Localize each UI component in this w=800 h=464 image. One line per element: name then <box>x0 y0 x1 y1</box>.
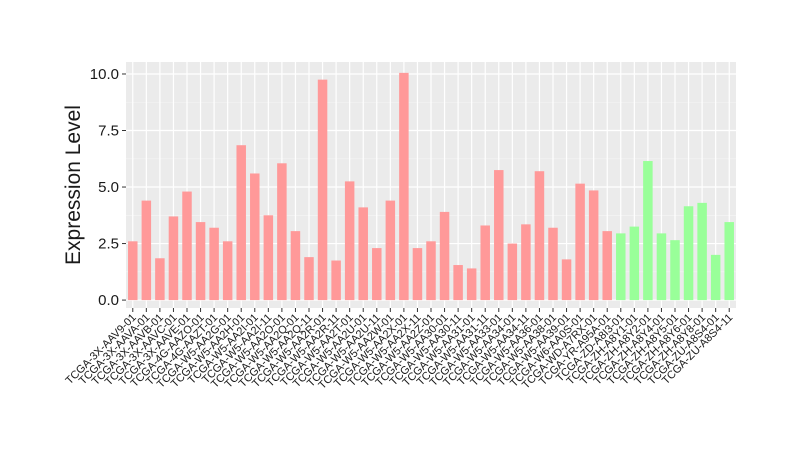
bar <box>304 257 314 301</box>
bar <box>643 161 653 301</box>
bar <box>480 225 490 301</box>
bar <box>358 207 368 301</box>
bar <box>141 200 152 301</box>
bar <box>507 243 518 301</box>
y-tick-label: 7.5 <box>98 123 119 140</box>
bar <box>656 233 667 301</box>
bar <box>534 171 545 301</box>
bar <box>182 191 192 301</box>
bar <box>426 241 436 301</box>
bar <box>724 222 734 301</box>
bar <box>385 200 396 301</box>
y-tick-label: 5.0 <box>98 179 119 196</box>
y-axis-title: Expression Level <box>62 105 85 265</box>
bars <box>128 72 734 301</box>
bar <box>683 206 694 301</box>
bar <box>317 79 328 301</box>
bar <box>168 216 179 301</box>
bar <box>697 202 707 301</box>
bar <box>236 145 246 301</box>
y-tick-label: 0.0 <box>98 292 119 309</box>
bar <box>494 170 504 301</box>
bar <box>372 248 382 301</box>
bar <box>616 233 626 301</box>
y-tick-label: 2.5 <box>98 236 119 253</box>
bar <box>575 183 585 301</box>
bar <box>670 240 680 301</box>
bar <box>521 224 531 301</box>
bar <box>602 231 612 301</box>
bar <box>222 241 233 301</box>
bar <box>195 222 206 301</box>
bar <box>263 215 274 301</box>
bar <box>629 226 640 301</box>
bar <box>710 254 721 301</box>
bar <box>155 258 165 301</box>
bar <box>344 181 355 301</box>
bar <box>277 163 287 301</box>
bar <box>250 173 260 301</box>
bar <box>588 190 599 301</box>
bar <box>290 231 301 301</box>
bar <box>453 265 463 301</box>
bar <box>128 241 138 301</box>
bar <box>466 268 477 301</box>
bar <box>209 227 219 301</box>
bar <box>561 259 572 301</box>
bar <box>412 248 423 301</box>
bar <box>331 260 341 301</box>
y-tick-label: 10.0 <box>90 66 119 83</box>
bar <box>399 72 409 301</box>
bar <box>439 211 450 301</box>
bar <box>548 227 558 301</box>
